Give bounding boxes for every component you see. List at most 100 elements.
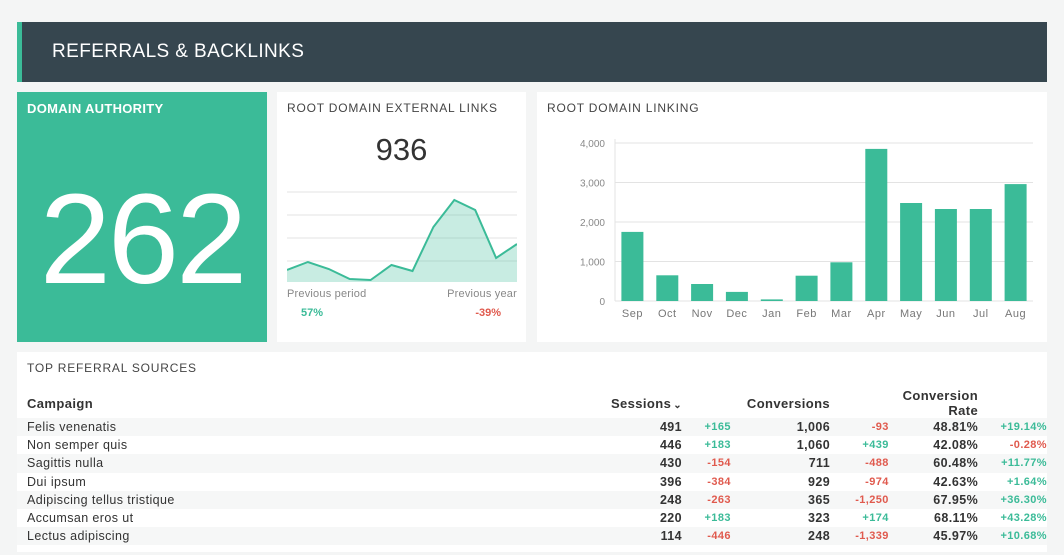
root-domain-linking-chart: 0 1,000 2,000 3,000 4,000 Sep Oct Nov Dec Jan Feb M…: [580, 139, 1033, 320]
conversion-rate-delta-cell: +11.77%: [978, 454, 1047, 473]
x-tick-label: Apr: [867, 308, 886, 320]
table-row[interactable]: Sagittis nulla 430 -154 711 -488 60.48% +11.77…: [17, 454, 1047, 473]
campaign-cell: Lectus adipiscing: [17, 527, 611, 546]
conversion-rate-cell: 68.11%: [933, 511, 979, 526]
column-conversion-rate[interactable]: Conversion Rate: [902, 388, 979, 418]
sessions-cell: 446: [659, 438, 683, 453]
campaign-cell: Non semper quis: [27, 438, 128, 453]
conversion-rate-delta-cell: +10.68%: [978, 527, 1047, 546]
external-links-sparkline: [287, 191, 517, 282]
conversions-cell: 248: [730, 527, 831, 546]
previous-period-label: Previous period: [287, 288, 367, 300]
conversions-delta-cell: -488: [830, 454, 889, 473]
x-tick-label: Mar: [831, 308, 851, 320]
root-domain-linking-label: ROOT DOMAIN LINKING: [547, 101, 700, 115]
y-tick-label: 3,000: [580, 179, 605, 190]
conversions-delta-cell: +439: [862, 439, 889, 452]
conversion-rate-cell: 42.63%: [933, 474, 979, 489]
domain-authority-value: 262: [39, 168, 248, 311]
conversions-delta-cell: +174: [862, 512, 889, 525]
table-row[interactable]: Dui ipsum 396 -384 929 -974 42.63% +1.64%: [17, 473, 1047, 491]
bar: [621, 231, 644, 301]
sessions-cell: 430: [610, 454, 683, 473]
conversion-rate-cell: 67.95%: [888, 490, 979, 509]
conversion-rate-cell: 48.81%: [888, 418, 979, 437]
sessions-delta-cell: +183: [704, 439, 731, 452]
sessions-delta-cell: -446: [682, 527, 731, 546]
external-links-panel: ROOT DOMAIN EXTERNAL LINKS 936 Previous …: [277, 92, 526, 342]
bar: [725, 291, 748, 301]
x-tick-label: Oct: [658, 308, 677, 320]
conversions-delta-cell: -93: [830, 418, 889, 437]
dashboard-header: REFERRALS & BACKLINKS: [17, 22, 1047, 82]
sparkline-line: [287, 198, 517, 282]
campaign-cell: Felis venenatis: [17, 418, 611, 437]
x-tick-label: Nov: [692, 308, 713, 320]
conversions-cell: 1,060: [796, 438, 831, 453]
sessions-cell: 248: [610, 490, 683, 509]
external-links-label: ROOT DOMAIN EXTERNAL LINKS: [287, 101, 498, 115]
referral-table-header: Campaign Sessions ⌄ Conversions Conversio…: [17, 388, 1047, 418]
bar: [830, 262, 853, 301]
bar: [760, 299, 783, 301]
sessions-delta-cell: -263: [682, 490, 731, 509]
table-row[interactable]: Accumsan eros ut 220 +183 323 +174 68.11% +43.…: [17, 509, 1047, 527]
conversion-rate-cell: 60.48%: [888, 454, 979, 473]
domain-authority-label: DOMAIN AUTHORITY: [27, 101, 164, 116]
bar: [969, 209, 992, 301]
bar: [656, 275, 679, 301]
sparkline-area: [287, 200, 517, 282]
top-referral-sources-panel: TOP REFERRAL SOURCES Campaign Sessions ⌄ …: [17, 352, 1047, 552]
sessions-cell: 396: [659, 474, 683, 489]
conversion-rate-delta-cell: +1.64%: [1006, 475, 1047, 488]
page-title: REFERRALS & BACKLINKS: [52, 41, 305, 62]
conversion-rate-cell: 45.97%: [888, 527, 979, 546]
bar: [1004, 184, 1027, 301]
sessions-cell: 220: [659, 511, 683, 526]
previous-year-change: -39%: [475, 307, 501, 319]
x-tick-label: May: [900, 308, 922, 320]
conversions-delta-cell: -1,339: [830, 527, 889, 546]
sessions-delta-cell: +183: [704, 512, 731, 525]
column-conversions[interactable]: Conversions: [746, 395, 831, 411]
sessions-cell: 114: [610, 527, 683, 546]
previous-year-label: Previous year: [447, 288, 517, 300]
table-row[interactable]: Non semper quis 446 +183 1,060 +439 42.08% -0.…: [17, 436, 1047, 454]
sort-desc-icon: ⌄: [673, 399, 683, 411]
conversion-rate-delta-cell: +36.30%: [978, 490, 1047, 509]
conversion-rate-delta-cell: +19.14%: [978, 418, 1047, 437]
conversion-rate-cell: 42.08%: [933, 438, 979, 453]
conversions-delta-cell: -1,250: [830, 490, 889, 509]
sessions-delta-cell: +165: [682, 418, 731, 437]
referral-table: Campaign Sessions ⌄ Conversions Conversio…: [17, 388, 1047, 546]
sessions-delta-cell: -384: [707, 475, 731, 488]
bar: [865, 148, 888, 301]
table-row[interactable]: Felis venenatis 491 +165 1,006 -93 48.81% +19.…: [17, 418, 1047, 437]
root-domain-linking-panel: ROOT DOMAIN LINKING 0 1,000 2,000 3,000 4,00…: [537, 92, 1047, 342]
external-links-value: 936: [375, 132, 428, 167]
y-tick-label: 1,000: [580, 258, 605, 269]
x-tick-label: Feb: [796, 308, 816, 320]
conversions-cell: 711: [730, 454, 831, 473]
campaign-cell: Accumsan eros ut: [27, 511, 134, 526]
bar: [795, 275, 818, 301]
x-tick-label: Jun: [936, 308, 955, 320]
sessions-cell: 491: [610, 418, 683, 437]
y-tick-label: 2,000: [580, 218, 605, 229]
table-row[interactable]: Lectus adipiscing 114 -446 248 -1,339 45.97% +…: [17, 527, 1047, 546]
conversions-delta-cell: -974: [865, 475, 889, 488]
campaign-cell: Dui ipsum: [27, 474, 87, 489]
table-row[interactable]: Adipiscing tellus tristique 248 -263 365 -1,…: [17, 490, 1047, 509]
column-sessions[interactable]: Sessions ⌄: [610, 395, 683, 411]
column-campaign[interactable]: Campaign: [27, 395, 94, 411]
conversions-cell: 929: [808, 474, 831, 489]
x-tick-label: Dec: [726, 308, 747, 320]
y-tick-label: 0: [599, 297, 605, 308]
x-tick-label: Jul: [973, 308, 989, 320]
bar: [900, 203, 923, 301]
conversion-rate-delta-cell: +43.28%: [1000, 512, 1047, 525]
conversions-cell: 1,006: [730, 418, 831, 437]
campaign-cell: Adipiscing tellus tristique: [17, 490, 611, 509]
previous-period-change: 57%: [301, 307, 324, 319]
domain-authority-tile: DOMAIN AUTHORITY 262: [17, 92, 267, 342]
